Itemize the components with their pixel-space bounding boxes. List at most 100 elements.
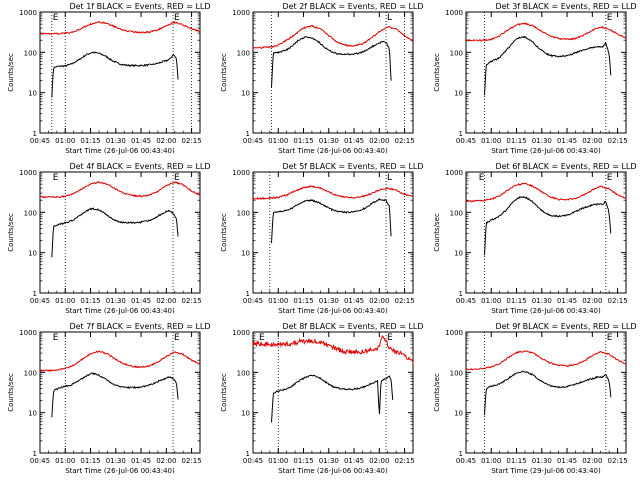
x-tick-label: 00:45 [30,457,50,465]
panel-title: Det 5f BLACK = Events, RED = LLD [282,162,423,171]
x-tick-label: 01:30 [532,297,552,305]
x-tick-label: 02:00 [156,457,176,465]
series-line-events [51,372,179,418]
x-axis-label: Start Time (26-Jul-06 00:43:40) [65,467,175,475]
y-tick-label: 100 [24,49,37,57]
y-tick-label: 10 [454,250,463,258]
x-tick-label: 01:45 [131,457,151,465]
x-axis-label: Start Time (26-Jul-06 00:43:40) [278,307,388,315]
y-tick-label: 100 [237,369,250,377]
x-tick-label: 01:00 [55,457,75,465]
y-tick-label: 1 [459,450,463,458]
x-axis-label: Start Time (26-Jul-06 00:43:40) [278,147,388,155]
series-line-lld [252,184,414,200]
interval-marker-label: E [607,333,613,343]
y-tick-label: 1 [459,130,463,138]
x-tick-label: 01:00 [268,297,288,305]
x-tick-label: 00:45 [456,457,476,465]
x-axis-label: Start Time (26-Jul-06 00:43:40) [65,307,175,315]
y-tick-label: 100 [237,209,250,217]
x-tick-label: 02:15 [181,137,201,145]
interval-marker-label: E [53,13,59,23]
y-tick-label: 1 [33,290,37,298]
x-tick-label: 01:45 [344,137,364,145]
y-tick-label: 1 [33,130,37,138]
y-axis-label: Counts/sec [220,213,228,252]
x-tick-label: 01:45 [557,137,577,145]
interval-marker-label: E [607,13,613,23]
y-tick-label: 100 [450,209,463,217]
x-tick-label: 02:15 [607,457,627,465]
y-tick-label: 100 [24,369,37,377]
series-line-events [484,370,612,416]
y-tick-label: 1000 [19,9,37,17]
series-line-events [484,195,612,256]
x-tick-label: 01:15 [506,297,526,305]
interval-marker-label: E [174,13,180,23]
y-tick-label: 1000 [445,169,463,177]
x-tick-label: 01:30 [106,297,126,305]
x-tick-label: 01:00 [481,137,501,145]
panel-title: Det 9f BLACK = Events, RED = LLD [495,322,636,331]
plot-frame [39,331,201,454]
panel-det-2: Det 2f BLACK = Events, RED = LLD 1 10 100 10… [220,2,424,155]
interval-marker-label: E [479,173,485,183]
y-tick-label: 100 [450,49,463,57]
panel-det-8: Det 8f BLACK = Events, RED = LLD 1 10 100 10… [220,322,424,475]
panel-title: Det 7f BLACK = Events, RED = LLD [69,322,210,331]
panel-det-7: Det 7f BLACK = Events, RED = LLD 1 10 100 10… [7,322,211,475]
series-line-events [271,198,392,244]
x-tick-label: 01:15 [506,137,526,145]
y-axis-label: Counts/sec [433,53,441,92]
x-tick-label: 02:00 [582,297,602,305]
interval-marker-label: E [387,333,393,343]
panel-title: Det 3f BLACK = Events, RED = LLD [495,2,636,11]
plot-frame [465,11,627,134]
series-line-lld [465,182,627,203]
y-tick-label: 1 [246,450,250,458]
interval-marker-label: E [174,173,180,183]
series-line-lld [252,335,414,364]
x-tick-label: 01:15 [293,137,313,145]
series-line-lld [465,350,627,371]
x-tick-label: 02:15 [607,137,627,145]
plot-frame [39,171,201,294]
x-tick-label: 01:30 [106,457,126,465]
x-tick-label: 01:00 [268,137,288,145]
x-tick-label: 01:15 [80,137,100,145]
interval-marker-label: E [259,333,265,343]
y-tick-label: 10 [454,410,463,418]
series-line-events [271,374,394,423]
series-line-lld [252,24,414,49]
y-axis-label: Counts/sec [433,373,441,412]
y-tick-label: 1000 [232,9,250,17]
series-line-lld [39,350,201,373]
x-tick-label: 01:00 [481,457,501,465]
y-tick-label: 1000 [19,169,37,177]
x-tick-label: 02:00 [156,137,176,145]
x-axis-label: Start Time (26-Jul-06 00:43:40) [65,147,175,155]
x-tick-label: 01:15 [80,457,100,465]
y-axis-label: Counts/sec [7,213,15,252]
y-tick-label: 100 [450,369,463,377]
y-tick-label: 1000 [445,9,463,17]
plot-frame [465,331,627,454]
y-tick-label: 1000 [232,169,250,177]
y-tick-label: 1 [246,130,250,138]
x-tick-label: 02:15 [607,297,627,305]
panel-title: Det 8f BLACK = Events, RED = LLD [282,322,423,331]
x-tick-label: 01:15 [506,457,526,465]
x-tick-label: 02:15 [181,297,201,305]
x-tick-label: 01:30 [319,137,339,145]
y-tick-label: 1000 [19,329,37,337]
interval-marker-label: E [607,173,613,183]
x-tick-label: 02:00 [156,297,176,305]
x-tick-label: 01:15 [293,297,313,305]
x-tick-label: 02:00 [582,137,602,145]
panel-det-9: Det 9f BLACK = Events, RED = LLD 1 10 100 10… [433,322,637,475]
x-tick-label: 02:15 [181,457,201,465]
x-tick-label: 02:15 [394,297,414,305]
x-tick-label: 00:45 [243,137,263,145]
series-line-events [51,51,179,98]
